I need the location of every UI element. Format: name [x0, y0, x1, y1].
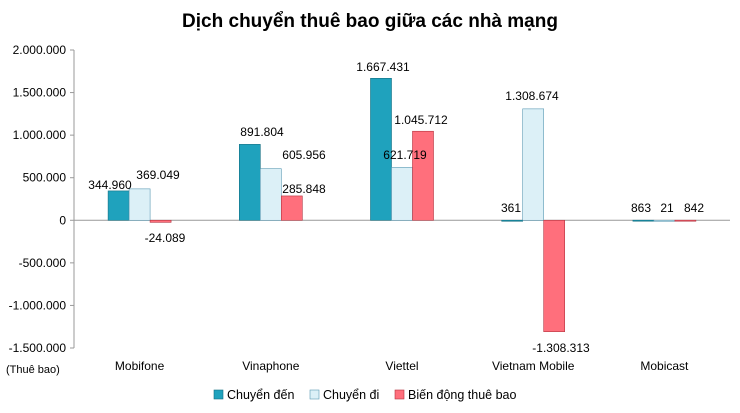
y-axis: 2.000.000 1.500.000 1.000.000 500.000 0 -500.…	[9, 43, 75, 355]
data-label: -1.308.313	[532, 341, 590, 355]
y-tick-label: 2.000.000	[13, 43, 67, 57]
data-label: 605.956	[282, 148, 326, 162]
category-label: Vinaphone	[242, 359, 299, 373]
bar-chuyen-di	[259, 168, 282, 221]
category-label: Mobicast	[640, 359, 689, 373]
bar-chuyen-den	[501, 219, 524, 222]
bar-chuyen-den	[107, 190, 130, 221]
bar-chuyen-di	[128, 188, 151, 221]
y-tick-label: 1.000.000	[13, 128, 67, 142]
bar-chuyen-den	[632, 219, 655, 222]
y-tick-label: -500.000	[19, 256, 67, 270]
legend-entry: Chuyển đến	[227, 388, 294, 402]
data-label: 1.308.674	[505, 89, 559, 103]
data-label: 21	[660, 201, 674, 215]
legend-entry: Chuyển đi	[323, 388, 379, 402]
category-label: Vietnam Mobile	[492, 359, 575, 373]
bar-chuyen-di	[653, 219, 676, 222]
data-label: 369.049	[136, 168, 180, 182]
unit-label: (Thuê bao)	[6, 364, 60, 376]
data-label: 344.960	[88, 178, 132, 192]
chart-title: Dịch chuyển thuê bao giữa các nhà mạng	[182, 11, 558, 32]
bar-bien-dong	[149, 219, 172, 223]
category-label: Mobifone	[115, 359, 165, 373]
data-label: 891.804	[240, 125, 284, 139]
data-label: 863	[631, 201, 651, 215]
bar-bien-dong	[412, 130, 434, 221]
bar-chuyen-di	[522, 108, 545, 221]
plot-area: 344.960 891.804 1.667.431 361 863 369.049 605.…	[74, 60, 730, 355]
y-tick-label: 1.500.000	[13, 86, 67, 100]
data-label: 1.667.431	[356, 60, 410, 74]
category-labels: Mobifone Vinaphone Viettel Vietnam Mobile Mo…	[115, 359, 689, 373]
legend-swatch	[394, 389, 405, 400]
legend-entry: Biến động thuê bao	[408, 388, 516, 402]
bar-bien-dong	[543, 219, 566, 332]
bar-chuyen-di	[391, 167, 413, 221]
y-tick-label: -1.500.000	[9, 341, 67, 355]
bar-bien-dong	[280, 195, 303, 221]
bar-bien-dong	[674, 219, 697, 222]
data-label: 361	[501, 201, 521, 215]
legend-swatch	[309, 389, 320, 400]
y-tick-label: -1.000.000	[9, 298, 67, 312]
legend-swatch	[213, 389, 224, 400]
data-label: -24.089	[145, 231, 186, 245]
y-tick-label: 0	[59, 213, 66, 227]
category-label: Viettel	[385, 359, 418, 373]
bar-chuyen-den	[239, 144, 261, 221]
data-label: 1.045.712	[394, 113, 448, 127]
y-tick-label: 500.000	[23, 171, 67, 185]
legend: Chuyển đến Chuyển đi Biến động thuê bao	[213, 388, 516, 402]
data-label: 285.848	[282, 182, 326, 196]
bar-chuyen-den	[370, 78, 392, 221]
data-label: 842	[684, 201, 704, 215]
data-label: 621.719	[383, 148, 427, 162]
